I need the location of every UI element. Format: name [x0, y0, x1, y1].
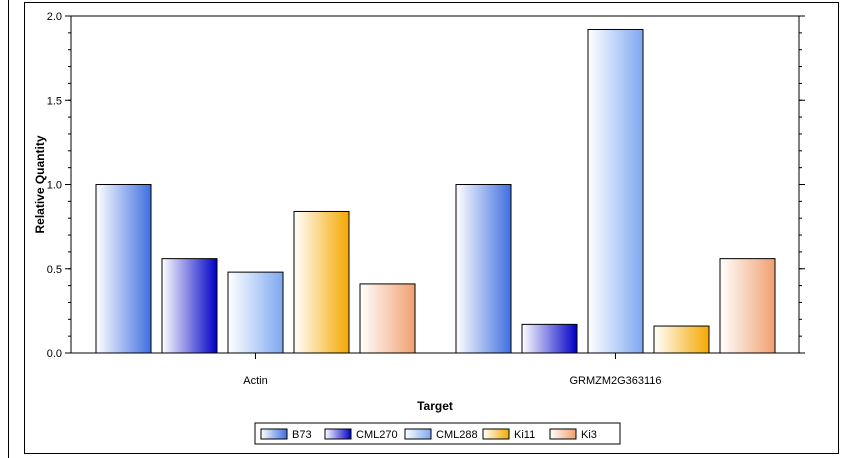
- y-tick-label: 1.0: [47, 180, 62, 192]
- legend-swatch-cml288: [404, 428, 432, 440]
- legend-label-b73: B73: [292, 429, 312, 441]
- x-axis-title: Target: [417, 399, 453, 413]
- bar-b73-actin: [95, 184, 152, 354]
- x-tick-label: GRMZM2G363116: [569, 375, 661, 387]
- left-panel-edge: [0, 0, 9, 458]
- bars: [95, 28, 776, 354]
- bar-cml288-actin: [227, 271, 284, 354]
- legend-swatch-ki3: [549, 428, 577, 440]
- legend-label-ki3: Ki3: [581, 429, 597, 441]
- y-axis-title: Relative Quantity: [33, 135, 47, 233]
- y-tick-label: 1.5: [47, 95, 62, 107]
- legend-label-cml270: CML270: [356, 429, 398, 441]
- bar-cml270-actin: [161, 258, 218, 354]
- bar-ki3-actin: [359, 283, 416, 354]
- legend: B73 CML270 CML288 Ki11 Ki3: [254, 422, 621, 445]
- y-tick-label: 2.0: [47, 11, 62, 23]
- x-tick-label: Actin: [243, 375, 267, 387]
- x-axis: Actin GRMZM2G363116: [243, 353, 662, 387]
- bar-ki3-grmzm2g363116: [719, 258, 776, 354]
- legend-swatch-ki11: [482, 428, 510, 440]
- chart-frame: [24, 2, 839, 454]
- legend-label-cml288: CML288: [436, 429, 478, 441]
- y-tick-label: 0.5: [47, 264, 62, 276]
- bar-b73-grmzm2g363116: [455, 184, 512, 354]
- bar-ki11-actin: [293, 210, 350, 354]
- legend-label-ki11: Ki11: [514, 429, 535, 441]
- bar-cml288-grmzm2g363116: [587, 28, 644, 354]
- y-axis: 0.0 0.5 1.0 1.5 2.0: [47, 11, 805, 360]
- bar-ki11-grmzm2g363116: [653, 325, 710, 354]
- legend-swatch-b73: [260, 428, 288, 440]
- y-tick-label: 0.0: [47, 348, 62, 360]
- legend-swatch-cml270: [324, 428, 352, 440]
- bar-cml270-grmzm2g363116: [521, 323, 578, 354]
